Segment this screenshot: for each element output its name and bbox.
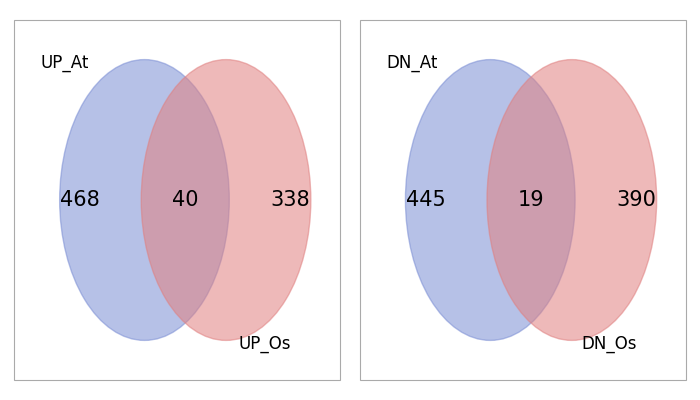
- Ellipse shape: [405, 60, 575, 340]
- Text: 19: 19: [518, 190, 545, 210]
- Ellipse shape: [487, 60, 657, 340]
- Text: UP_At: UP_At: [40, 54, 88, 72]
- Text: 468: 468: [60, 190, 100, 210]
- Text: UP_Os: UP_Os: [239, 335, 291, 353]
- Text: 390: 390: [616, 190, 656, 210]
- Text: 445: 445: [406, 190, 446, 210]
- Ellipse shape: [141, 60, 311, 340]
- Text: DN_At: DN_At: [386, 54, 438, 72]
- Text: DN_Os: DN_Os: [582, 335, 637, 353]
- Text: 40: 40: [172, 190, 199, 210]
- Ellipse shape: [60, 60, 230, 340]
- Text: 338: 338: [271, 190, 310, 210]
